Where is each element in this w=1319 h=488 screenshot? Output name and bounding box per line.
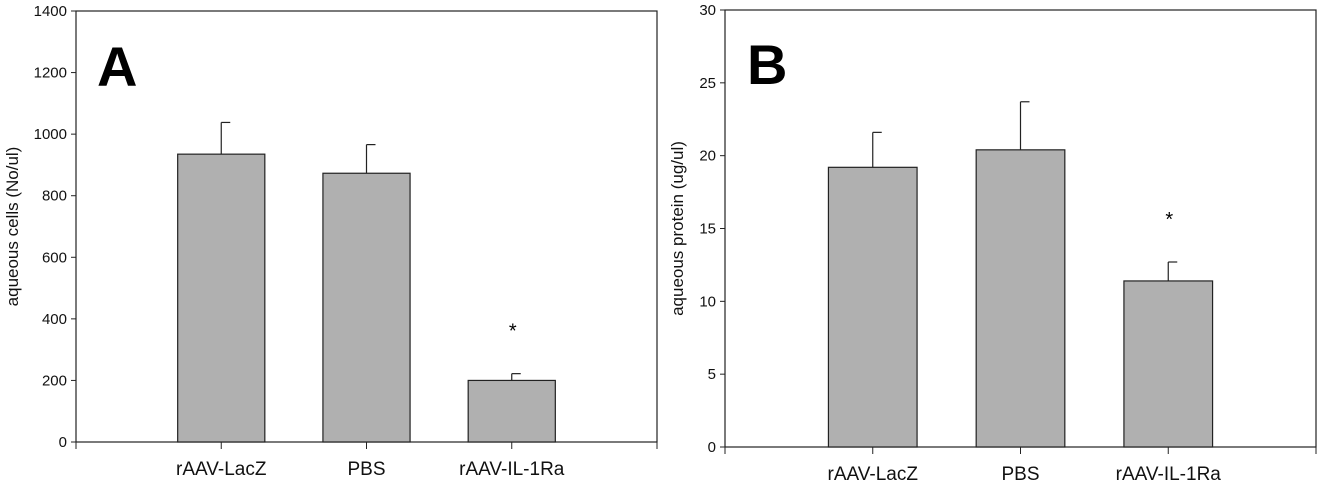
y-tick-label: 5	[708, 366, 716, 383]
significance-asterisk: *	[1165, 209, 1173, 231]
x-tick-label: PBS	[1001, 464, 1039, 485]
panel-label: B	[747, 33, 787, 96]
x-tick-label: rAAV-IL-1Ra	[1116, 464, 1222, 485]
chart-panel-a: 0 200 400 600 800 1000 1200 1400 rAAV-LacZ PBS rAA…	[3, 3, 658, 480]
bar-raav-il-1ra	[467, 379, 556, 443]
y-tick-label: 15	[699, 221, 716, 238]
bar-raav-lacz	[827, 166, 918, 448]
x-tick-label: PBS	[347, 459, 385, 480]
y-tick-label: 1200	[34, 65, 67, 82]
y-tick-label: 1000	[34, 126, 67, 143]
chart-panel-b: 0 5 10 15 20 25 30 rAAV-LacZ PBS rAAV-IL-1Ra * aque…	[668, 2, 1317, 485]
significance-asterisk: *	[509, 321, 517, 343]
y-tick-label: 200	[42, 372, 67, 389]
y-tick-label: 400	[42, 311, 67, 328]
bar-raav-lacz	[177, 153, 266, 443]
y-tick-label: 10	[699, 293, 716, 310]
bar-raav-il-1ra	[1123, 280, 1214, 448]
y-axis-label: aqueous protein (ug/ul)	[668, 141, 687, 316]
y-tick-label: 800	[42, 188, 67, 205]
x-tick-label: rAAV-LacZ	[828, 464, 919, 485]
y-tick-label: 1400	[34, 3, 67, 20]
bar-pbs	[322, 172, 411, 443]
y-tick-label: 0	[708, 439, 716, 456]
bar-pbs	[975, 149, 1066, 448]
y-tick-label: 30	[699, 2, 716, 19]
y-tick-label: 0	[59, 434, 67, 451]
x-tick-label: rAAV-IL-1Ra	[459, 459, 565, 480]
y-axis-label: aqueous cells (No/ul)	[3, 147, 22, 307]
y-tick-label: 25	[699, 75, 716, 92]
y-tick-label: 20	[699, 148, 716, 165]
y-tick-label: 600	[42, 249, 67, 266]
panel-label: A	[97, 35, 137, 98]
x-tick-label: rAAV-LacZ	[176, 459, 267, 480]
